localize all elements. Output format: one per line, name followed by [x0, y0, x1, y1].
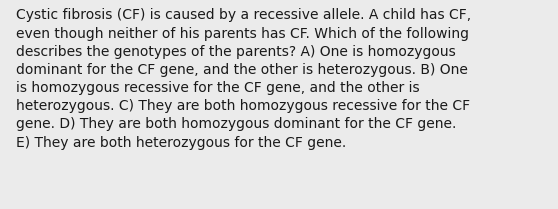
Text: Cystic fibrosis (CF) is caused by a recessive allele. A child has CF,
even thoug: Cystic fibrosis (CF) is caused by a rece…	[16, 8, 471, 150]
